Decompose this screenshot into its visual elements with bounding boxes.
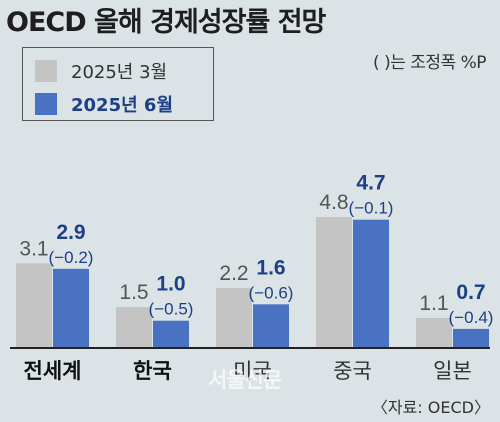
bar-march-3	[316, 216, 352, 348]
adjustment-label-3: (−0.1)	[349, 199, 394, 218]
value-label-march-2: 2.2	[219, 262, 248, 285]
bar-june-2	[253, 304, 289, 348]
value-label-march-3: 4.8	[319, 191, 348, 214]
bar-june-3	[353, 219, 389, 348]
value-label-june-3: 4.7	[356, 172, 385, 195]
value-label-june-4: 0.7	[456, 281, 485, 304]
value-label-june-0: 2.9	[56, 221, 85, 244]
value-label-march-4: 1.1	[419, 292, 448, 315]
adjustment-label-1: (−0.5)	[149, 300, 194, 319]
bar-june-4	[453, 328, 489, 348]
legend: 2025년 3월 2025년 6월	[22, 47, 214, 121]
value-label-march-1: 1.5	[119, 281, 148, 304]
source-note: 〈자료: OECD〉	[371, 398, 490, 417]
legend-label-march: 2025년 3월	[71, 62, 168, 83]
category-label-0: 전세계	[24, 359, 82, 383]
legend-item-march: 2025년 3월	[35, 58, 167, 84]
bar-march-1	[116, 307, 152, 348]
chart-title: OECD 올해 경제성장률 전망	[6, 7, 326, 38]
category-label-4: 일본	[433, 359, 472, 383]
bar-june-0	[53, 268, 89, 348]
watermark: 서울신문	[208, 368, 282, 392]
bar-march-2	[216, 287, 252, 348]
legend-item-june: 2025년 6월	[35, 91, 173, 117]
adjustment-label-4: (−0.4)	[449, 308, 494, 327]
category-label-2: 미국	[233, 359, 272, 383]
value-label-march-0: 3.1	[19, 237, 48, 260]
bar-june-1	[153, 320, 189, 348]
value-label-june-2: 1.6	[256, 256, 285, 279]
adjustment-label-2: (−0.6)	[249, 283, 294, 302]
legend-swatch-june	[35, 93, 57, 115]
category-label-3: 중국	[333, 359, 372, 383]
bar-march-4	[416, 317, 452, 348]
adjustment-label-0: (−0.2)	[49, 248, 94, 267]
bar-march-0	[16, 263, 52, 348]
legend-label-june: 2025년 6월	[71, 95, 174, 116]
category-label-1: 한국	[133, 359, 172, 383]
adjustment-note: ( )는 조정폭 %P	[373, 53, 486, 73]
legend-swatch-march	[35, 60, 57, 82]
value-label-june-1: 1.0	[156, 273, 185, 296]
